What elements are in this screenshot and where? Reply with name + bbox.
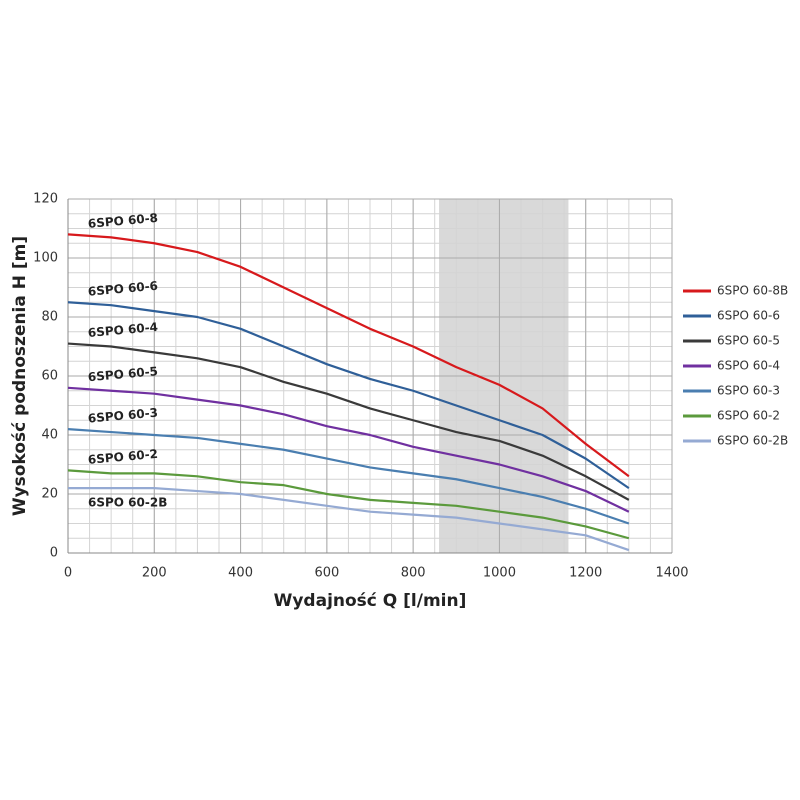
legend-label: 6SPO 60-6: [717, 309, 780, 323]
curve-label: 6SPO 60-5: [87, 364, 158, 384]
y-axis-title: Wysokość podnoszenia H [m]: [10, 236, 30, 516]
x-tick-label: 1200: [569, 566, 602, 581]
legend-label: 6SPO 60-4: [717, 359, 780, 373]
y-tick-label: 60: [41, 369, 58, 384]
series-line: [67, 386, 630, 513]
legend-label: 6SPO 60-2: [717, 409, 780, 423]
y-tick-label: 40: [41, 428, 58, 443]
series-line: [68, 487, 630, 552]
series-line: [67, 469, 630, 540]
curve-label: 6SPO 60-4: [87, 320, 158, 340]
curve-label: 6SPO 60-8: [87, 211, 158, 231]
x-tick-label: 0: [64, 566, 72, 581]
y-tick-label: 0: [50, 546, 58, 561]
curve-label: 6SPO 60-3: [87, 406, 158, 426]
y-tick-label: 100: [33, 251, 58, 266]
y-tick-label: 120: [33, 192, 58, 207]
x-tick-label: 1400: [655, 566, 688, 581]
legend-label: 6SPO 60-3: [717, 384, 780, 398]
y-tick-label: 80: [41, 310, 58, 325]
x-tick-label: 1000: [483, 566, 516, 581]
x-tick-label: 400: [228, 566, 253, 581]
curve-label: 6SPO 60-2: [87, 447, 158, 467]
x-axis-title: Wydajność Q [l/min]: [274, 591, 467, 611]
series-line: [67, 342, 630, 501]
series-line: [67, 301, 630, 490]
legend-label: 6SPO 60-5: [717, 334, 780, 348]
curve-label: 6SPO 60-2B: [88, 496, 167, 510]
series-line: [67, 428, 630, 525]
legend-label: 6SPO 60-2B: [717, 434, 788, 448]
x-tick-label: 800: [401, 566, 426, 581]
legend-label: 6SPO 60-8B: [717, 284, 788, 298]
y-tick-label: 20: [41, 487, 58, 502]
series-line: [67, 233, 630, 478]
curve-label: 6SPO 60-6: [87, 279, 158, 299]
x-tick-label: 200: [142, 566, 167, 581]
x-tick-label: 600: [314, 566, 339, 581]
